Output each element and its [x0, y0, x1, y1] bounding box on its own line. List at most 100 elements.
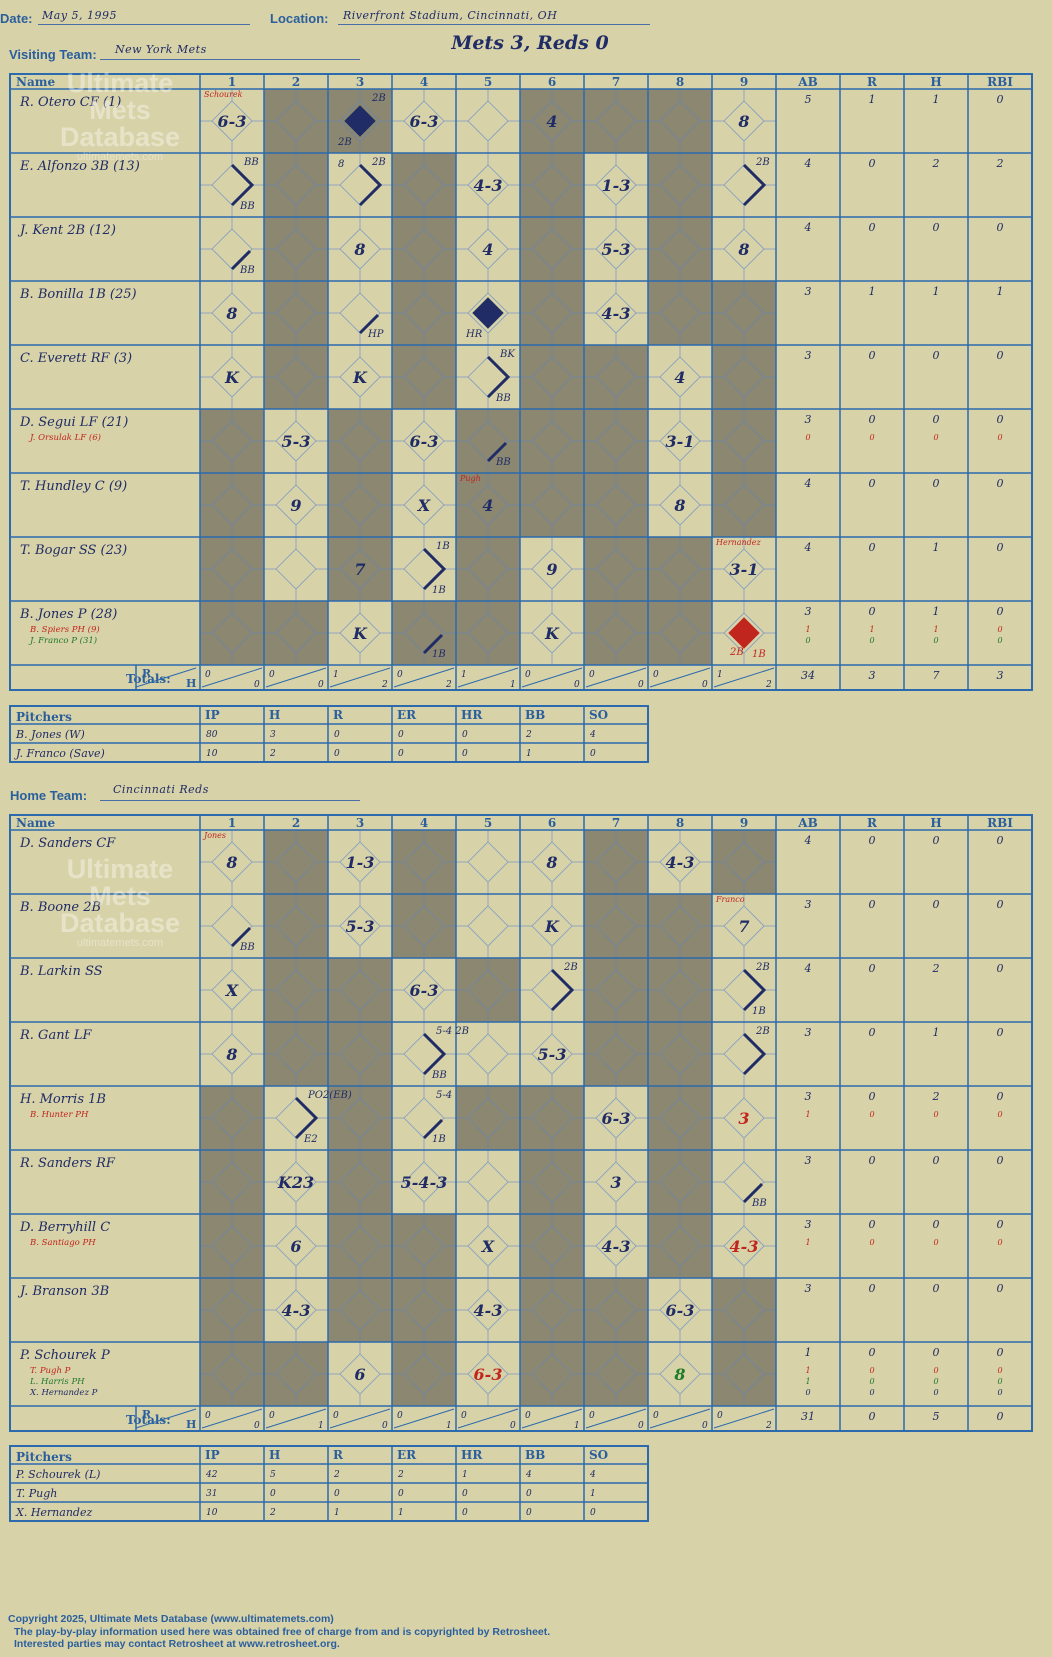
pitcher-change-note: Pugh: [459, 474, 481, 483]
basepath-2b: [742, 968, 767, 1012]
play-result: 4: [546, 112, 557, 131]
inning-hits-total: 0: [574, 680, 580, 690]
home-header-inning-7: 7: [612, 816, 620, 830]
pitcher-change-note: Schourek: [204, 90, 243, 99]
substitute-name: X. Hernandez P: [29, 1388, 98, 1398]
game-stat-total: 3: [997, 669, 1004, 682]
batter-stat: 1: [997, 285, 1004, 298]
base-diamond: [723, 905, 765, 947]
play-result: 5-3: [602, 240, 631, 259]
play-note: 8: [338, 159, 344, 170]
base-diamond: [659, 484, 701, 526]
play-note: BB: [495, 457, 511, 468]
play-result: 5-4-3: [401, 1173, 448, 1192]
substitute-stat: 0: [933, 1110, 938, 1119]
pitcher-stat: 4: [589, 730, 596, 740]
play-result: 8: [737, 112, 749, 131]
play-result: 3: [610, 1173, 621, 1192]
home-header-ab: AB: [797, 816, 817, 830]
pitcher-stat: 1: [462, 1470, 468, 1480]
batter-stat: 0: [933, 221, 940, 234]
totals-slash: [713, 1408, 775, 1429]
base-diamond: [339, 548, 381, 590]
inning-runs-total: 0: [653, 670, 659, 680]
base-diamond: [467, 612, 509, 654]
play-note: BB: [239, 201, 255, 212]
substitute-stat: 1: [805, 1238, 810, 1247]
base-diamond: [211, 1161, 253, 1203]
play-result: 8: [225, 853, 237, 872]
play-result: 5-3: [346, 917, 375, 936]
pitcher-stat: 1: [590, 1489, 596, 1499]
pitcher-stat: 4: [589, 1470, 596, 1480]
batter-stat: 2: [996, 157, 1004, 170]
footer-retrosheet-notice: The play-by-play information used here w…: [14, 1626, 551, 1638]
batter-stat: 0: [997, 1090, 1004, 1103]
batter-stat: 4: [804, 221, 812, 234]
pitching-header-er: ER: [397, 1448, 417, 1462]
totals-slash: [329, 667, 391, 688]
play-result: K: [352, 624, 368, 643]
play-result: X: [481, 1237, 495, 1256]
play-note: BB: [239, 942, 255, 953]
base-diamond: [467, 356, 509, 398]
totals-slash: [713, 667, 775, 688]
play-note: HR: [465, 329, 483, 340]
base-diamond: [275, 612, 317, 654]
inning-runs-total: 0: [269, 670, 275, 680]
batter-stat: 0: [933, 477, 940, 490]
substitute-stat: 0: [869, 1366, 874, 1375]
substitute-stat: 0: [997, 1110, 1002, 1119]
play-result: X: [225, 981, 239, 1000]
base-diamond: [339, 100, 381, 142]
base-diamond: [339, 969, 381, 1011]
base-diamond: [211, 356, 253, 398]
play-result: 8: [673, 496, 685, 515]
pitcher-stat: 10: [206, 749, 218, 759]
base-diamond: [275, 1033, 317, 1075]
base-diamond: [531, 1289, 573, 1331]
play-note: 1B: [752, 1006, 766, 1017]
basepath-1b: [230, 249, 252, 271]
visiting-pitchers-header: Pitchers: [16, 710, 72, 724]
substitute-stat: 1: [933, 625, 938, 634]
base-diamond: [211, 612, 253, 654]
base-diamond: [403, 841, 445, 883]
base-diamond: [531, 1225, 573, 1267]
batter-stat: 0: [997, 477, 1004, 490]
inning-runs-total: 0: [653, 1411, 659, 1421]
base-diamond: [211, 905, 253, 947]
base-diamond: [531, 548, 573, 590]
play-result: 6-3: [218, 112, 247, 131]
base-diamond: [275, 484, 317, 526]
totals-slash: [201, 667, 263, 688]
base-diamond: [403, 969, 445, 1011]
base-diamond: [595, 905, 637, 947]
batter-stat: 0: [933, 1346, 940, 1359]
visiting-header-inning-3: 3: [356, 75, 364, 89]
base-diamond: [659, 228, 701, 270]
batter-name: D. Segui LF (21): [19, 415, 128, 430]
play-result: K: [544, 624, 560, 643]
pitcher-stat: 0: [334, 749, 340, 759]
base-diamond: [339, 484, 381, 526]
basepath-1b: [230, 926, 252, 948]
game-stat-total: 0: [997, 1410, 1004, 1423]
base-diamond: [339, 612, 381, 654]
play-note: E2: [303, 1134, 318, 1145]
substitute-stat: 1: [805, 1366, 810, 1375]
inning-runs-total: 0: [461, 1411, 467, 1421]
base-diamond: [339, 292, 381, 334]
base-diamond: [275, 1225, 317, 1267]
visiting-header-h: H: [930, 75, 941, 89]
pitcher-stat: 0: [462, 1508, 468, 1518]
inning-runs-total: 0: [589, 670, 595, 680]
play-note: 1B: [752, 649, 766, 660]
pitcher-stat: 0: [334, 730, 340, 740]
visiting-totals-label: Totals:: [126, 672, 171, 686]
base-diamond: [723, 1161, 765, 1203]
play-note: 5-4 2B: [436, 1026, 469, 1037]
substitute-stat: 1: [805, 1377, 810, 1386]
base-diamond: [467, 969, 509, 1011]
play-result: 3: [738, 1109, 749, 1128]
